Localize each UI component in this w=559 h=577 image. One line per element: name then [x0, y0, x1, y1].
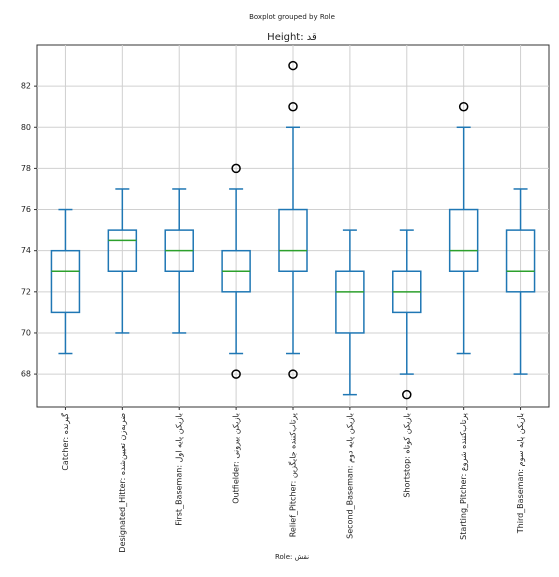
box	[107, 229, 138, 272]
x-tick-label: Relief_Pitcher: پرتاب‌کننده جایگزین	[288, 413, 298, 537]
x-tick-label: Shortstop: بازیکن کوتاه	[402, 413, 411, 498]
flier	[231, 369, 241, 379]
flier	[288, 369, 298, 379]
y-tick-label: 72	[21, 287, 31, 296]
flier	[458, 101, 469, 112]
y-tick-label: 70	[21, 328, 31, 337]
y-tick-label: 78	[21, 164, 31, 173]
y-tick-label: 74	[21, 246, 31, 255]
x-axis-label: Role: نقش	[275, 553, 309, 561]
flier	[402, 389, 412, 400]
y-tick-label: 82	[21, 82, 31, 91]
flier	[288, 101, 298, 112]
x-tick-label: Designated_Hitter: ضربه‌زن تعیین‌شده	[118, 413, 127, 553]
box	[50, 249, 81, 314]
x-tick-label: Outfielder: بازیکن بیرونی	[232, 413, 241, 504]
x-tick-label: Third_Baseman: بازیکن پایه سوم	[516, 413, 525, 534]
box	[448, 208, 479, 272]
chart-title: Boxplot grouped by Role	[249, 13, 335, 21]
box	[505, 229, 536, 293]
y-tick-label: 80	[21, 123, 31, 132]
y-tick-label: 76	[21, 205, 31, 214]
x-tick-label: Starting_Pitcher: پرتاب‌کننده شروع	[459, 413, 468, 540]
flier	[231, 163, 241, 174]
x-tick-label: Second_Baseman: بازیکن پایه دوم	[345, 413, 354, 539]
box	[278, 208, 308, 272]
y-tick-label: 68	[21, 370, 31, 379]
x-tick-label: Catcher: گیرنده	[60, 413, 70, 471]
box	[335, 270, 365, 334]
chart-subtitle: Height: قد	[267, 32, 317, 43]
x-tick-label: First_Baseman: بازیکن پایه اول	[175, 413, 184, 526]
flier	[288, 60, 298, 71]
